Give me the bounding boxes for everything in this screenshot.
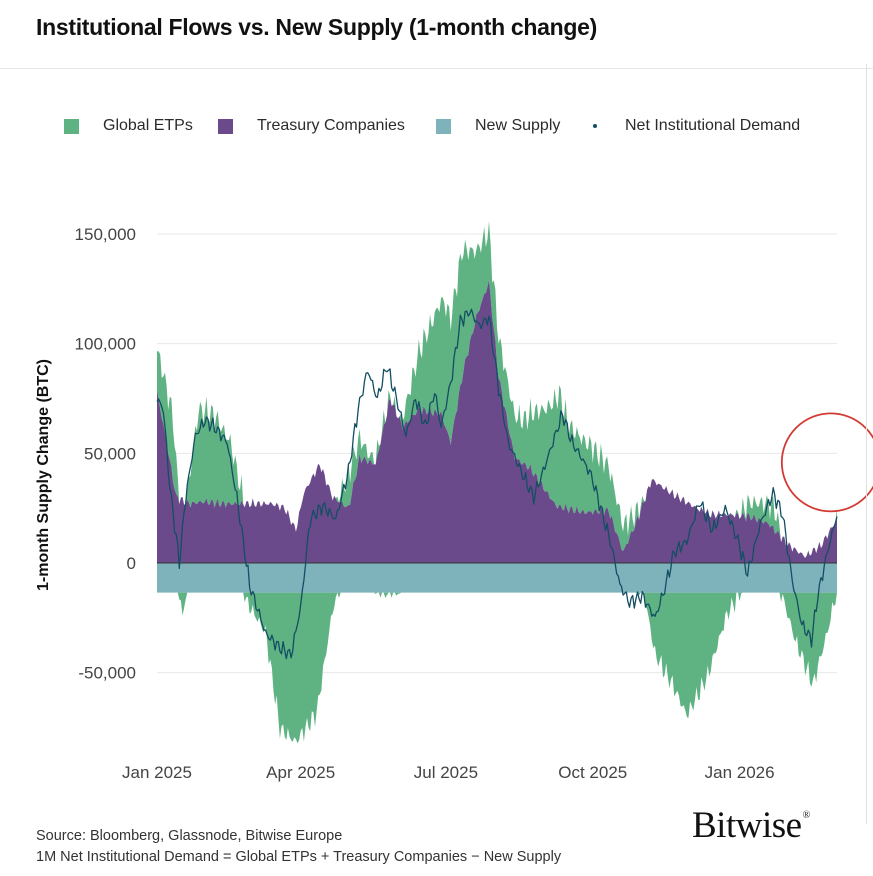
logo-text: Bitwise [692,805,802,846]
legend-item-global-etps[interactable]: Global ETPs [64,114,193,138]
area-new-supply [157,563,837,593]
x-tick-label: Jan 2026 [705,763,775,782]
logo-registered-mark: ® [802,810,811,821]
legend-label-net: Net Institutional Demand [625,117,801,134]
y-tick-label: -50,000 [78,664,136,683]
x-tick-label: Jul 2025 [414,763,478,782]
y-tick-label: 150,000 [75,225,136,244]
title-divider [0,68,873,69]
y-tick-labels: 150,000 100,000 50,000 0 -50,000 [75,225,136,683]
footer-note: 1M Net Institutional Demand = Global ETP… [36,849,562,865]
footer-source: Source: Bloomberg, Glassnode, Bitwise Eu… [36,828,343,844]
x-tick-label: Jan 2025 [122,763,192,782]
legend-label-etp: Global ETPs [103,117,193,134]
legend-item-treasury-companies[interactable]: Treasury Companies [218,114,405,138]
annotations [780,412,873,513]
area-global-etps-positive [157,221,837,559]
y-axis-label: 1-month Supply Change (BTC) [35,359,52,591]
frame-edge [866,64,867,824]
bitwise-logo: Bitwise® [692,804,810,847]
legend-item-new-supply[interactable]: New Supply [436,114,560,138]
y-tick-label: 0 [127,554,136,573]
line-series [156,308,838,660]
area-series [157,221,837,744]
legend-item-net-demand[interactable]: Net Institutional Demand [588,114,800,138]
y-tick-label: 100,000 [75,335,136,354]
legend-label-supply: New Supply [475,117,561,134]
highlight-circle [780,412,873,513]
legend-swatch-etp [64,118,79,134]
x-tick-labels: Jan 2025 Apr 2025 Jul 2025 Oct 2025 Jan 2026 [122,763,775,782]
legend-dot-net [593,124,597,128]
chart-title: Institutional Flows vs. New Supply (1-mo… [36,14,598,40]
legend-label-treasury: Treasury Companies [257,117,405,134]
footer: Source: Bloomberg, Glassnode, Bitwise Eu… [36,826,561,868]
line-net-institutional-demand [156,308,838,660]
legend-swatch-supply [436,118,451,134]
y-tick-label: 50,000 [84,444,136,463]
area-global-etps-negative [157,592,837,744]
x-tick-label: Oct 2025 [558,763,627,782]
legend-swatch-treasury [218,118,233,134]
x-tick-label: Apr 2025 [266,763,335,782]
area-treasury-companies [157,280,837,563]
